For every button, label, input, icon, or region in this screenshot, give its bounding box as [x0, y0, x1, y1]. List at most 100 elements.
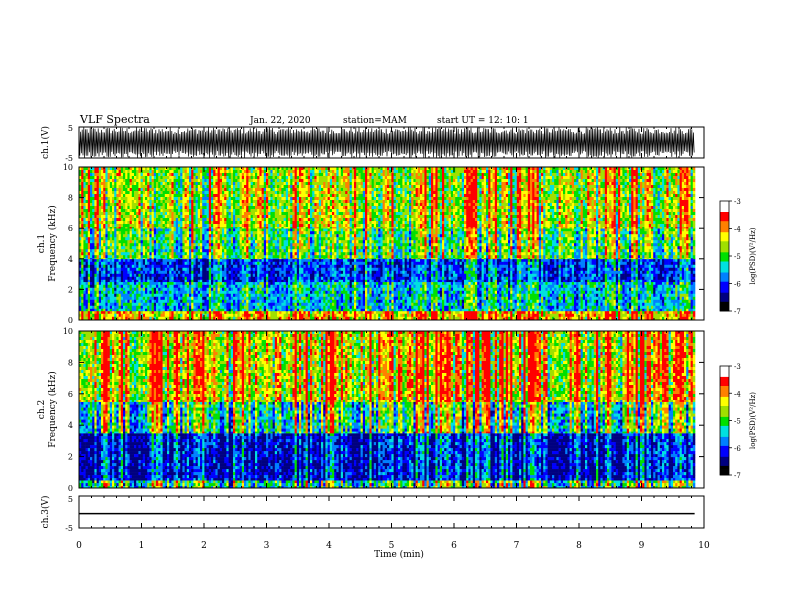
spectrogram-cell [325, 293, 328, 298]
spectrogram-cell [334, 313, 337, 318]
spectrogram-cell [444, 299, 447, 304]
spectrogram-cell [94, 264, 97, 269]
spectrogram-cell [94, 293, 97, 298]
spectrogram-cell [274, 296, 278, 301]
spectrogram-cell [237, 261, 240, 266]
spectrogram-cell [354, 316, 357, 321]
spectrogram-cell [340, 308, 344, 312]
spectrogram-cell [620, 264, 623, 269]
spectrogram-cell [153, 261, 157, 266]
spectrogram-cell [305, 308, 309, 312]
spectrogram-cell [448, 258, 452, 263]
spectrogram-cell [521, 308, 524, 312]
spectrogram-cell [327, 264, 331, 269]
spectrogram-cell [380, 281, 383, 286]
spectrogram-cell [514, 299, 518, 304]
spectrogram-cell [677, 308, 680, 312]
spectrogram-cell [446, 290, 449, 295]
spectrogram-cell [338, 264, 342, 269]
spectrogram-cell [147, 313, 150, 318]
spectrogram-cell [409, 296, 412, 301]
spectrogram-cell [142, 296, 146, 301]
spectrogram-cell [686, 281, 689, 286]
spectrogram-cell [686, 264, 689, 269]
spectrogram-cell [164, 302, 168, 307]
spectrogram-cell [138, 258, 141, 263]
spectrogram-cell [536, 264, 540, 269]
spectrogram-cell [613, 305, 617, 310]
spectrogram-cell [514, 287, 518, 292]
spectrogram-cell [270, 313, 273, 318]
spectrogram-cell [241, 299, 245, 304]
spectrogram-cell [690, 290, 694, 295]
spectrogram-cell [367, 299, 370, 304]
spectrogram-cell [290, 287, 293, 292]
spectrogram-cell [541, 316, 544, 321]
spectrogram-cell [534, 296, 537, 301]
spectrogram-cell [653, 290, 656, 295]
spectrogram-cell [296, 310, 300, 315]
spectrogram-cell [228, 293, 232, 298]
spectrogram-cell [644, 281, 647, 286]
spectrogram-cell [554, 284, 557, 289]
spectrogram-cell [173, 305, 177, 310]
spectrogram-cell [508, 296, 511, 301]
spectrogram-cell [648, 313, 652, 318]
spectrogram-cell [354, 299, 357, 304]
spectrogram-cell [494, 284, 498, 289]
spectrogram-cell [171, 293, 174, 298]
spectrogram-cell [191, 305, 194, 310]
spectrogram-cell [679, 293, 683, 298]
spectrogram-cell [431, 258, 434, 263]
spectrogram-cell [461, 302, 465, 307]
spectrogram-cell [631, 316, 634, 321]
spectrogram-cell [424, 308, 427, 312]
spectrogram-cell [668, 290, 672, 295]
spectrogram-cell [486, 305, 489, 310]
spectrogram-cell [472, 281, 476, 286]
spectrogram-cell [492, 284, 496, 289]
spectrogram-cell [303, 308, 306, 312]
spectrogram-cell [494, 293, 498, 298]
spectrogram-cell [681, 293, 685, 298]
spectrogram-cell [261, 299, 265, 304]
spectrogram-cell [453, 258, 456, 263]
spectrogram-cell [519, 293, 522, 298]
spectrogram-cell [338, 302, 342, 307]
spectrogram-cell [268, 281, 271, 286]
spectrogram-cell [367, 290, 370, 295]
spectrogram-cell [585, 310, 588, 315]
spectrogram-cell [598, 290, 601, 295]
spectrogram-cell [413, 261, 416, 266]
spectrogram-cell [283, 290, 287, 295]
spectrogram-cell [224, 261, 227, 266]
spectrogram-cell [261, 264, 265, 269]
spectrogram-cell [189, 310, 192, 315]
spectrogram-cell [646, 261, 650, 266]
spectrogram-cell [404, 310, 408, 315]
spectrogram-cell [213, 284, 216, 289]
spectrogram-cell [488, 313, 491, 318]
spectrogram-cell [468, 302, 471, 307]
spectrogram-cell [222, 308, 225, 312]
spectrogram-cell [402, 305, 405, 310]
spectrogram-cell [123, 258, 126, 263]
spectrogram-cell [301, 284, 304, 289]
spectrogram-cell [338, 308, 342, 312]
spectrogram-cell [92, 308, 95, 312]
spectrogram-cell [314, 316, 317, 321]
spectrogram-cell [574, 293, 577, 298]
spectrogram-cell [637, 302, 641, 307]
spectrogram-cell [288, 302, 291, 307]
spectrogram-cell [552, 287, 555, 292]
spectrogram-cell [281, 290, 284, 295]
spectrogram-cell [470, 316, 474, 321]
spectrogram-cell [477, 313, 480, 318]
spectrogram-cell [349, 305, 353, 310]
spectrogram-cell [402, 290, 405, 295]
spectrogram-cell [222, 299, 225, 304]
spectrogram-cell [431, 302, 434, 307]
spectrogram-cell [459, 284, 463, 289]
spectrogram-cell [255, 305, 258, 310]
